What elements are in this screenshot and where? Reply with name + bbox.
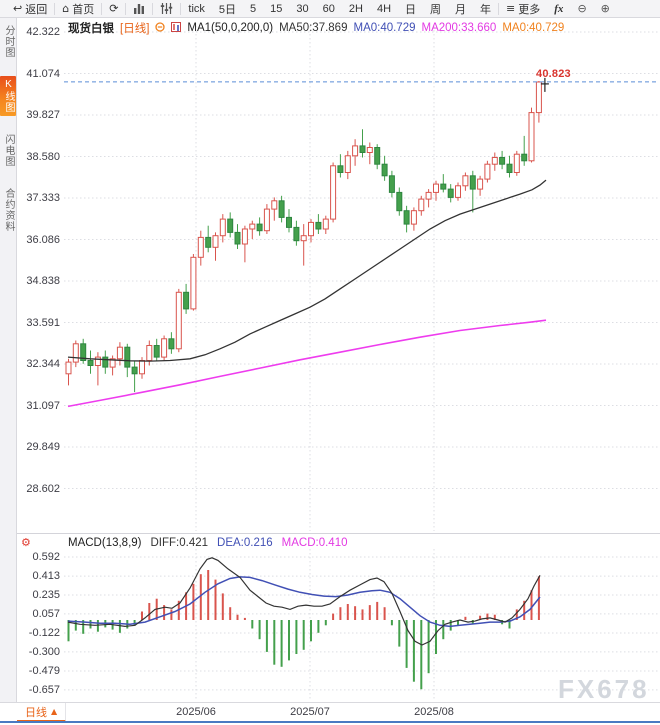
macd-axis-label: 0.057 bbox=[32, 607, 60, 620]
timeframe-button-30[interactable]: 30 bbox=[296, 2, 309, 15]
instrument-name: 现货白银 bbox=[68, 23, 114, 35]
top-toolbar: ↩ 返回 ⌂ 首页 ⟳ bbox=[0, 0, 660, 18]
bottom-accent-line bbox=[0, 721, 660, 723]
home-icon: ⌂ bbox=[62, 2, 70, 15]
macd-axis-label: -0.122 bbox=[28, 627, 60, 639]
macd-legend: MACD(13,8,9) DIFF:0.421 DEA:0.216 MACD:0… bbox=[68, 537, 348, 549]
price-axis-label: 38.580 bbox=[26, 150, 60, 163]
zoom-in-button[interactable]: ⊕ bbox=[594, 0, 617, 17]
caret-up-icon: ▲ bbox=[51, 707, 58, 716]
bar-chart-icon bbox=[134, 4, 145, 14]
timeframe-button-年[interactable]: 年 bbox=[480, 3, 492, 16]
macd-axis-label: -0.657 bbox=[28, 683, 60, 696]
x-axis-date-label: 2025/07 bbox=[290, 706, 330, 718]
timeframe-button-5[interactable]: 5 bbox=[250, 2, 257, 15]
sidebar-item-contract-info[interactable]: 合约资料 bbox=[3, 188, 14, 232]
sidebar-item-time-chart[interactable]: 分时图 bbox=[3, 25, 14, 58]
macd-axis-label: -0.300 bbox=[28, 645, 60, 658]
menu-icon: ≡ bbox=[506, 2, 516, 15]
zoom-out-icon: ⊖ bbox=[577, 2, 587, 15]
macd-axis-label: -0.479 bbox=[28, 665, 60, 677]
tick-timeframe-button[interactable]: tick bbox=[188, 2, 205, 15]
price-axis-label: 42.322 bbox=[26, 26, 60, 38]
price-axis-label: 32.344 bbox=[26, 358, 60, 370]
formula-fx-button[interactable]: fx bbox=[554, 2, 564, 15]
x-axis-bar: 日线 ▲ 2025/06 2025/07 2025/08 bbox=[0, 702, 660, 722]
price-axis-label: 29.849 bbox=[26, 441, 60, 453]
ma-indicator-icon[interactable] bbox=[171, 21, 182, 35]
macd-params: MACD(13,8,9) bbox=[68, 537, 142, 549]
price-axis-label: 36.086 bbox=[26, 233, 60, 246]
price-axis-label: 39.827 bbox=[26, 109, 60, 121]
chart-mode-sidebar: 分时图 K线图 闪电图 合约资料 bbox=[0, 18, 17, 702]
ma0-blue-value: MA0:40.729 bbox=[353, 22, 416, 34]
ma0-orange-value: MA0:40.729 bbox=[502, 22, 565, 34]
macd-value: MACD:0.410 bbox=[281, 537, 348, 549]
macd-settings-gear-icon[interactable]: ⚙ bbox=[21, 536, 31, 549]
toolbar-separator bbox=[180, 2, 182, 15]
fx678-watermark: FX678 bbox=[558, 674, 650, 704]
toolbar-separator bbox=[54, 2, 56, 15]
x-axis-date-label: 2025/08 bbox=[414, 706, 454, 718]
price-axis-label: 33.591 bbox=[26, 316, 60, 329]
zoom-in-icon: ⊕ bbox=[600, 2, 610, 15]
current-price-tag: 40.823 bbox=[536, 68, 571, 80]
timeframe-button-4H[interactable]: 4H bbox=[376, 2, 392, 15]
price-axis-label: 31.097 bbox=[26, 399, 60, 412]
back-button[interactable]: ↩ 返回 bbox=[13, 2, 48, 16]
macd-axis-label: 0.235 bbox=[32, 589, 60, 601]
quote-settings-icon[interactable] bbox=[155, 21, 166, 35]
timeframe-button-月[interactable]: 月 bbox=[455, 3, 467, 16]
price-axis-label: 41.074 bbox=[26, 67, 60, 80]
more-button[interactable]: ≡ 更多 bbox=[506, 2, 541, 16]
timeframe-button-周[interactable]: 周 bbox=[430, 3, 442, 16]
home-button[interactable]: ⌂ 首页 bbox=[62, 2, 95, 16]
timeframe-group: 5 15 30 60 2H 4H 日周月年 bbox=[243, 0, 498, 17]
ma200-value: MA200:33.660 bbox=[421, 22, 497, 34]
sidebar-item-kline-chart[interactable]: K线图 bbox=[0, 76, 16, 116]
tune-sliders-icon bbox=[161, 3, 173, 14]
price-axis-label: 34.838 bbox=[26, 275, 60, 287]
toolbar-separator bbox=[125, 2, 127, 15]
toolbar-separator bbox=[101, 2, 103, 15]
diff-value: DIFF:0.421 bbox=[150, 537, 209, 549]
price-axis-label: 37.333 bbox=[26, 192, 60, 204]
chart-type-button[interactable] bbox=[126, 0, 152, 17]
timeframe-button-5d[interactable]: 5日 bbox=[218, 3, 237, 16]
period-tag: [日线] bbox=[120, 23, 150, 35]
period-selector-button[interactable]: 日线 ▲ bbox=[17, 703, 67, 722]
macd-axis-label: 0.592 bbox=[32, 551, 60, 563]
toolbar-separator bbox=[152, 2, 154, 15]
ma50-value: MA50:37.869 bbox=[279, 22, 348, 34]
timeframe-button-15[interactable]: 15 bbox=[270, 2, 283, 15]
price-legend: 现货白银 [日线] MA1(50,0,200,0) MA50:37.869 MA… bbox=[68, 20, 564, 36]
x-axis-date-label: 2025/06 bbox=[176, 706, 216, 718]
sidebar-item-lightning-chart[interactable]: 闪电图 bbox=[3, 134, 14, 167]
dea-value: DEA:0.216 bbox=[217, 537, 273, 549]
refresh-icon: ⟳ bbox=[109, 2, 119, 15]
toolbar-separator bbox=[498, 2, 500, 15]
ma-params: MA1(50,0,200,0) bbox=[187, 22, 274, 34]
zoom-out-button[interactable]: ⊖ bbox=[570, 0, 593, 17]
macd-axis-label: 0.413 bbox=[32, 570, 60, 583]
timeframe-button-60[interactable]: 60 bbox=[322, 2, 335, 15]
refresh-button[interactable]: ⟳ bbox=[102, 0, 125, 17]
timeframe-button-日[interactable]: 日 bbox=[405, 3, 417, 16]
timeframe-button-2H[interactable]: 2H bbox=[348, 2, 363, 15]
back-icon: ↩ bbox=[13, 2, 23, 15]
indicator-settings-button[interactable] bbox=[153, 0, 180, 17]
price-axis-label: 28.602 bbox=[26, 482, 60, 495]
